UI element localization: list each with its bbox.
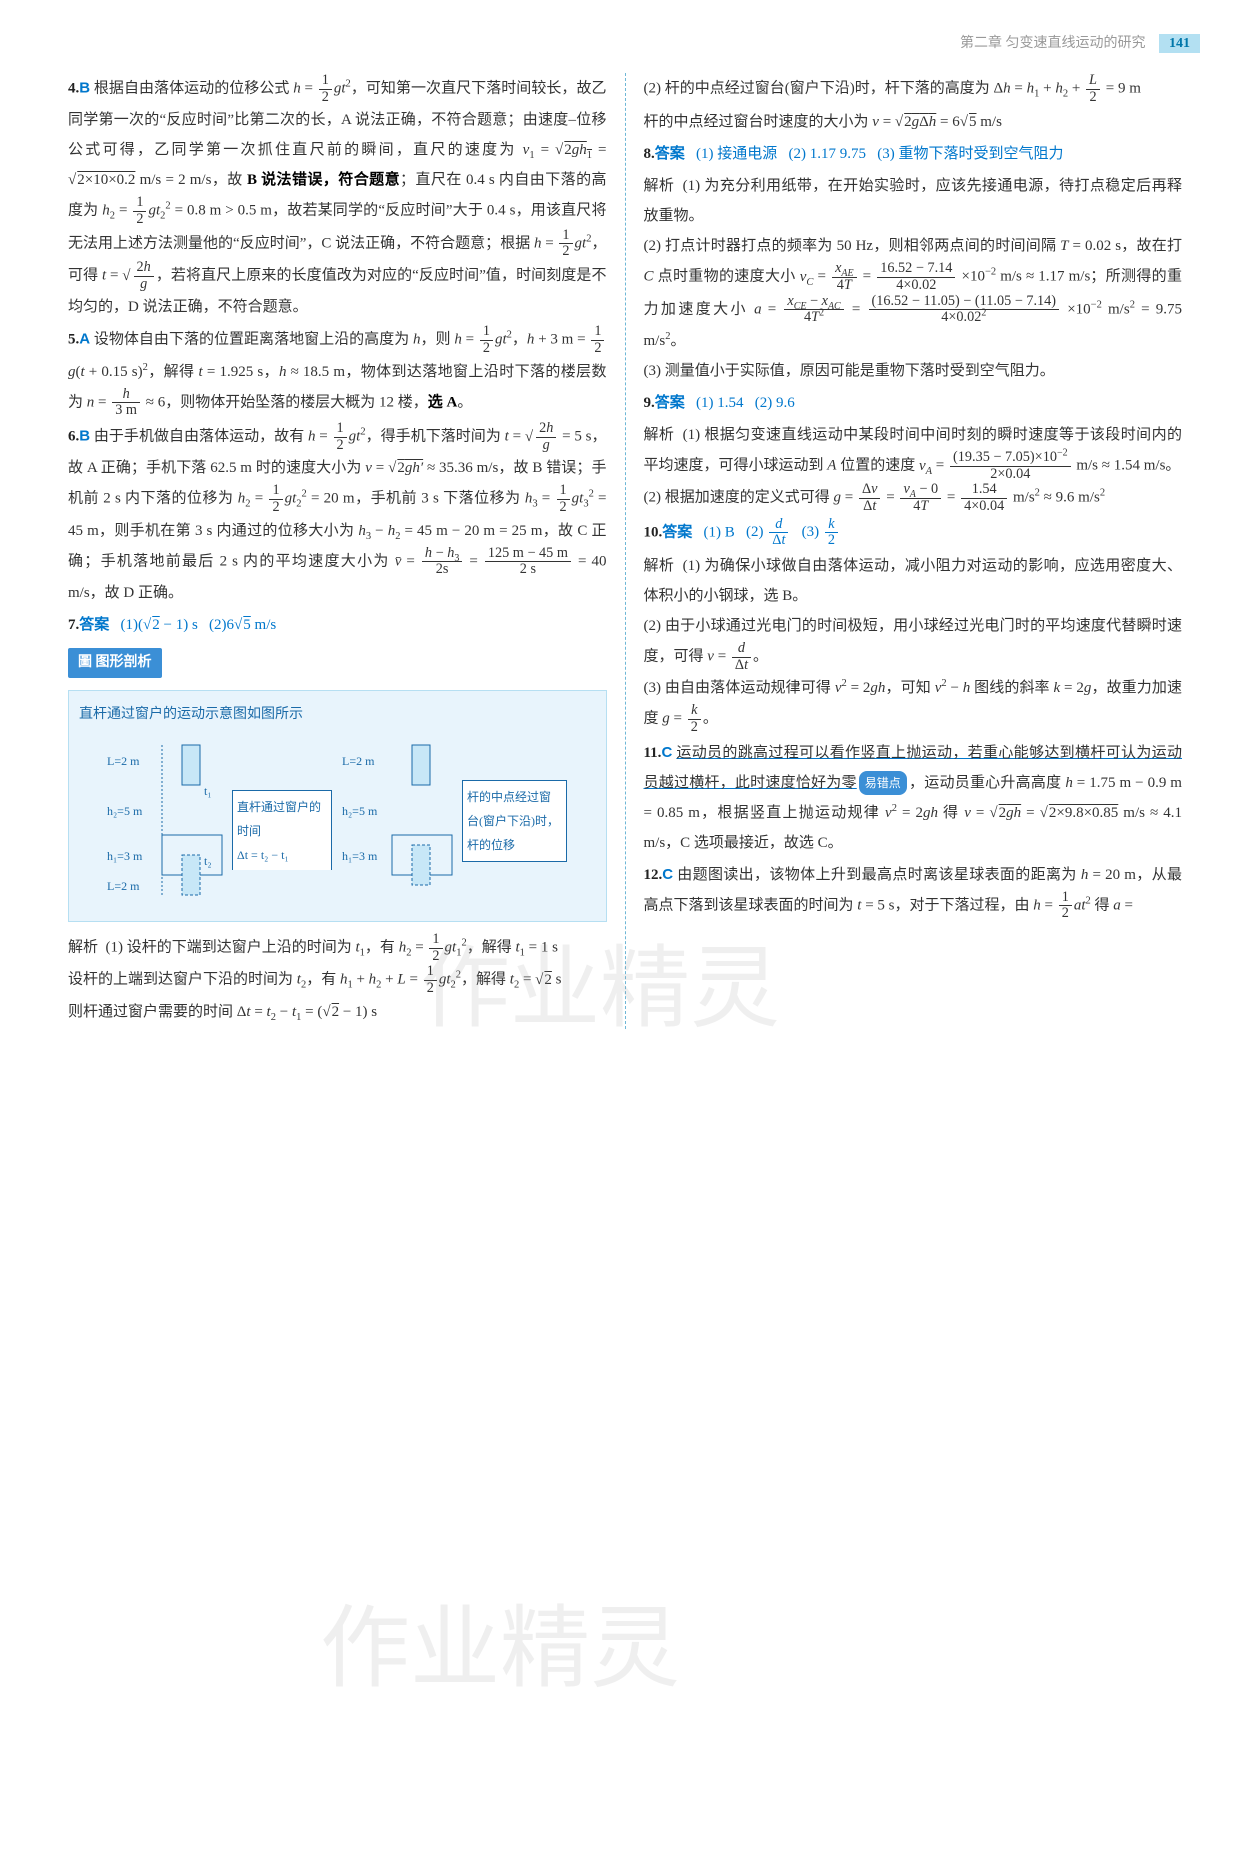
q5-num: 5.: [68, 332, 79, 348]
svg-text:h₂=5 m: h₂=5 m: [342, 804, 378, 818]
q7-ans-line: 7.答案 (1)(2 − 1) s (2)65 m/s: [68, 610, 607, 640]
page-header: 第二章 匀变速直线运动的研究 141: [50, 30, 1200, 58]
left-column: 4.B 根据自由落体运动的位移公式 h = 12gt2，可知第一次直尺下落时间较…: [50, 73, 626, 1029]
svg-text:t₂: t₂: [204, 854, 212, 868]
diagram-title: 直杆通过窗户的运动示意图如图所示: [79, 701, 596, 729]
q9-num: 9.: [644, 395, 655, 411]
q9-a2: (2) 9.6: [755, 395, 795, 411]
q10-ans: 10.答案 (1) B (2) dΔt (3) k2: [644, 517, 1183, 549]
q7-body: 解析 (1) 设杆的下端到达窗户上沿的时间为 t1，有 h2 = 12gt12，…: [68, 932, 607, 1027]
q8-label: 答案: [655, 146, 685, 162]
q7b-2: 杆的中点经过窗台时速度的大小为 v = 2gΔh = 65 m/s: [644, 107, 1183, 137]
svg-text:L=2 m: L=2 m: [342, 754, 375, 768]
svg-text:L=2 m: L=2 m: [107, 879, 140, 893]
chapter-title: 第二章 匀变速直线运动的研究: [960, 36, 1146, 51]
q8-a2: (2) 1.17 9.75: [789, 146, 867, 162]
content-columns: 4.B 根据自由落体运动的位移公式 h = 12gt2，可知第一次直尺下落时间较…: [50, 73, 1200, 1029]
q10-num: 10.: [644, 524, 663, 540]
q11-ul: 运动员的跳高过程可以看作竖直上抛运动，若重心能够达到横杆可认为运动员越过横杆，此…: [644, 745, 1183, 791]
q10-a3: (3) k2: [802, 524, 840, 540]
svg-text:L=2 m: L=2 m: [107, 754, 140, 768]
q9-a1: (1) 1.54: [696, 395, 744, 411]
q5-bold: 选 A: [428, 394, 458, 410]
q7b-1: (2) 杆的中点经过窗台(窗户下沿)时，杆下落的高度为 Δh = h1 + h2…: [644, 73, 1183, 105]
q8-ans: 8.答案 (1) 接通电源 (2) 1.17 9.75 (3) 重物下落时受到空…: [644, 139, 1183, 169]
q8-a1: (1) 接通电源: [696, 146, 777, 162]
pill-icon: 易错点: [859, 771, 907, 795]
q9-ans: 9.答案 (1) 1.54 (2) 9.6: [644, 388, 1183, 418]
right-column: (2) 杆的中点经过窗台(窗户下沿)时，杆下落的高度为 Δh = h1 + h2…: [626, 73, 1201, 1029]
q9-label: 答案: [655, 395, 685, 411]
q7-a1: (1)(2 − 1) s: [121, 617, 198, 633]
diagram-tag: 圖 图形剖析: [68, 648, 162, 678]
q7-label: 答案: [79, 617, 109, 633]
q6-num: 6.: [68, 429, 79, 445]
q9-body: 解析 (1) 根据匀变速直线运动中某段时间中间时刻的瞬时速度等于该段时间内的平均…: [644, 420, 1183, 515]
svg-text:h₁=3 m: h₁=3 m: [342, 849, 378, 863]
watermark-2: 作业精灵: [320, 1560, 680, 1740]
q8-body: 解析 (1) 为充分利用纸带，在开始实验时，应该先接通电源，待打点稳定后再释放重…: [644, 171, 1183, 386]
q10-a1: (1) B: [704, 524, 735, 540]
q12-ans: C: [662, 866, 673, 883]
q6-ans: B: [79, 428, 90, 445]
q12-num: 12.: [644, 867, 663, 883]
q10-body: 解析 (1) 为确保小球做自由落体运动，减小阻力对运动的影响，应选用密度大、体积…: [644, 551, 1183, 736]
q4-ans: B: [79, 80, 90, 97]
q7-svg: L=2 m h₂=5 m h₁=3 m L=2 m t₁ t₂ 直杆通过窗户的时…: [102, 735, 572, 905]
q12: 12.C 由题图读出，该物体上升到最高点时离该星球表面的距离为 h = 20 m…: [644, 860, 1183, 922]
q8-num: 8.: [644, 146, 655, 162]
q7-a2: (2)65 m/s: [209, 617, 276, 633]
q6: 6.B 由于手机做自由落体运动，故有 h = 12gt2，得手机下落时间为 t …: [68, 421, 607, 608]
q11-num: 11.: [644, 745, 662, 761]
q4: 4.B 根据自由落体运动的位移公式 h = 12gt2，可知第一次直尺下落时间较…: [68, 73, 607, 322]
q8-a3: (3) 重物下落时受到空气阻力: [877, 146, 1063, 162]
q5: 5.A 设物体自由下落的位置距离落地窗上沿的高度为 h，则 h = 12gt2，…: [68, 324, 607, 419]
q7-num: 7.: [68, 617, 79, 633]
q7-diagram: 直杆通过窗户的运动示意图如图所示 L=2 m h₂=5 m h₁=3 m L=2…: [68, 690, 607, 922]
svg-text:t₁: t₁: [204, 784, 212, 798]
svg-text:h₂=5 m: h₂=5 m: [107, 804, 143, 818]
q11-ans: C: [661, 744, 672, 761]
q11: 11.C 运动员的跳高过程可以看作竖直上抛运动，若重心能够达到横杆可认为运动员越…: [644, 738, 1183, 858]
q4-bold: B 说法错误，符合题意: [247, 172, 400, 188]
q4-num: 4.: [68, 81, 79, 97]
q10-a2: (2) dΔt: [746, 524, 790, 540]
page-number: 141: [1159, 34, 1200, 53]
q10-label: 答案: [662, 524, 692, 540]
svg-text:h₁=3 m: h₁=3 m: [107, 849, 143, 863]
q5-ans: A: [79, 331, 90, 348]
